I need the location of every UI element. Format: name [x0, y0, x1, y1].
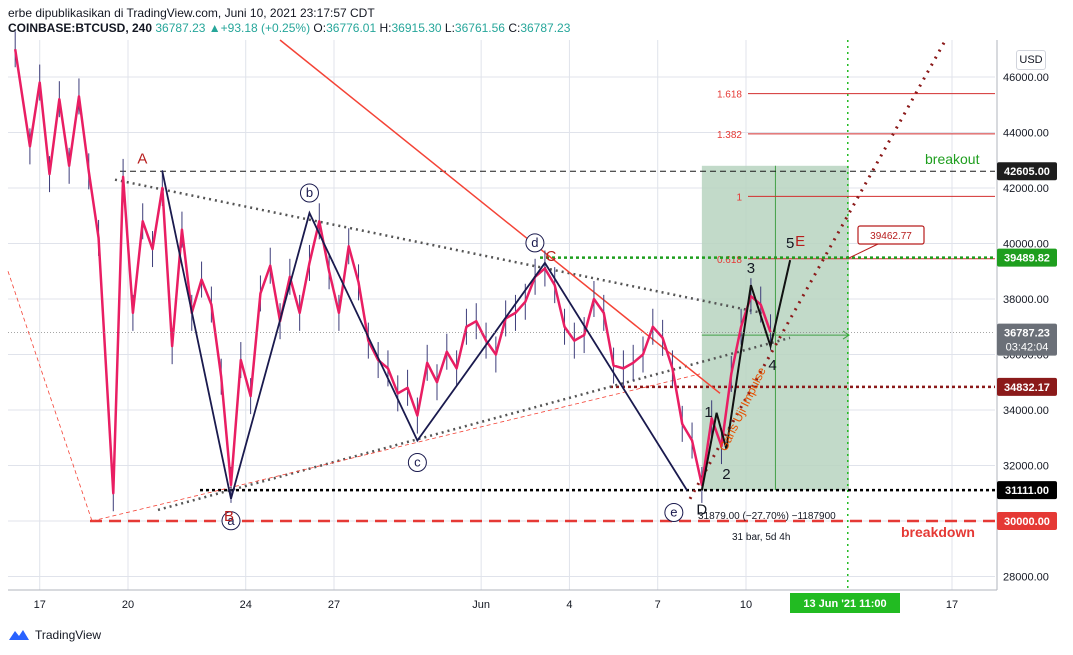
price-line: [13, 49, 772, 495]
price-level-tag-label: 30000.00: [1004, 516, 1050, 528]
y-tick-label: 40000.00: [1003, 239, 1049, 251]
high-value: 36915.30: [391, 21, 442, 35]
x-highlight-tag: [790, 593, 900, 613]
wave-label-B: B: [224, 508, 234, 525]
price-change: +93.18 (+0.25%): [220, 21, 311, 35]
x-highlight-label: 13 Jun '21 11:00: [803, 598, 886, 610]
wave-circle: [525, 233, 545, 253]
price-level-tag: [997, 248, 1057, 267]
symbol-line: COINBASE:BTCUSD, 240 36787.23 ▲+93.18 (+…: [8, 21, 571, 35]
countdown-label: 03:42:04: [1006, 342, 1049, 354]
y-tick-label: 44000.00: [1003, 128, 1049, 140]
price-level-tag-label: 42605.00: [1004, 166, 1050, 178]
thin-dashed-line: [7, 271, 93, 522]
descending-trend-line: [279, 39, 721, 394]
x-tick-label: 17: [946, 599, 958, 611]
up-arrow-icon: ▲: [208, 21, 221, 35]
wave-label-E: E: [795, 233, 805, 250]
wave-label-2: 2: [722, 466, 730, 483]
footer: TradingView: [8, 628, 101, 642]
x-tick-label: 7: [655, 599, 661, 611]
wave-label-d: d: [531, 235, 538, 250]
price-level-tag: [997, 481, 1057, 500]
wave-label-5: 5: [786, 235, 794, 252]
price-level-tag: [997, 377, 1057, 396]
x-tick-label: 10: [740, 599, 752, 611]
wave-label-C: C: [545, 248, 556, 265]
measure-bars-label: 31 bar, 5d 4h: [732, 532, 790, 543]
callout-pointer: [848, 243, 879, 259]
wave-label-4: 4: [768, 357, 776, 374]
wave-label-A: A: [137, 150, 147, 167]
x-tick-label: 20: [122, 599, 134, 611]
y-tick-label: 32000.00: [1003, 461, 1049, 473]
x-tick-label: 17: [34, 599, 46, 611]
wave-label-e: e: [670, 504, 677, 519]
price-level-tag-label: 31111.00: [1005, 485, 1049, 497]
triangle-upper-line: [114, 178, 763, 315]
close-value: 36787.23: [520, 21, 571, 35]
wave-label-3: 3: [747, 260, 755, 277]
price-level-tag: [997, 162, 1057, 181]
wave-circle: [221, 511, 241, 531]
wave-label-D: D: [696, 501, 707, 518]
breakout-label: breakout: [925, 151, 980, 167]
price-level-tag-label: 39489.82: [1004, 253, 1050, 265]
brand-name: TradingView: [35, 628, 102, 642]
x-tick-label: 27: [328, 599, 340, 611]
price-level-tag-label: 34832.17: [1004, 382, 1050, 394]
x-tick-label: 24: [240, 599, 252, 611]
wave-circle: [664, 502, 684, 522]
x-tick-label: 4: [566, 599, 572, 611]
fib-level-label: 0.618: [717, 255, 742, 266]
last-price-tag: [997, 323, 1057, 356]
wave-label-c: c: [414, 455, 421, 470]
wave-path: [161, 171, 688, 500]
open-value: 36776.01: [326, 21, 377, 35]
wave-label-b: b: [306, 185, 313, 200]
fib-level-label: 1.618: [717, 90, 742, 101]
price-level-tag: [997, 512, 1057, 530]
last-price: 36787.23: [155, 21, 206, 35]
wave-label-a: a: [227, 513, 235, 528]
currency-button[interactable]: USD: [1016, 50, 1046, 70]
impulse-wave-path: [700, 259, 792, 491]
measure-label: 31879.00 (−27.70%) −1187900: [698, 511, 836, 522]
fib-level-label: 1: [736, 192, 742, 203]
y-tick-label: 28000.00: [1003, 572, 1049, 584]
x-tick-label: Jun: [472, 599, 490, 611]
symbol: COINBASE:BTCUSD, 240: [8, 21, 153, 35]
breakdown-label: breakdown: [901, 524, 975, 540]
y-tick-label: 42000.00: [1003, 183, 1049, 195]
y-tick-label: 34000.00: [1003, 405, 1049, 417]
thin-dashed-line: [91, 373, 701, 522]
wave-circle: [407, 453, 427, 473]
wave-label-1: 1: [704, 404, 712, 421]
publish-line: erbe dipublikasikan di TradingView.com, …: [8, 6, 375, 20]
low-value: 36761.56: [454, 21, 505, 35]
wave-circle: [299, 183, 319, 203]
callout-box: [857, 225, 925, 245]
y-tick-label: 38000.00: [1003, 294, 1049, 306]
tradingview-logo-icon: [9, 630, 29, 640]
chart-header: erbe dipublikasikan di TradingView.com, …: [8, 6, 570, 36]
last-price-tag-label: 36787.23: [1004, 328, 1050, 340]
triangle-lower-line: [157, 336, 791, 512]
callout-value: 39462.77: [870, 231, 912, 242]
y-tick-label: 46000.00: [1003, 72, 1049, 84]
fib-level-label: 1.382: [717, 130, 742, 141]
